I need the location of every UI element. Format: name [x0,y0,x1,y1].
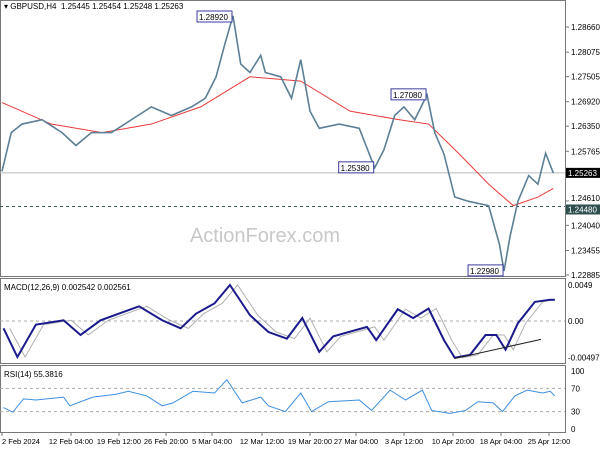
macd-signal-line [9,284,555,359]
rsi-tick-label: 70 [571,384,580,393]
symbol: GBPUSD,H4 [10,2,57,11]
y-tick-label: 1.22885 [571,271,600,280]
price-label-box [467,264,504,277]
price-label: 1.22980 [470,267,499,276]
y-tick-label: 1.23455 [571,247,600,256]
current-price-badge [566,167,600,178]
x-tick-label: 12 Mar 12:00 [240,437,284,446]
level-label: 1.24480 [568,205,597,214]
rsi-line [3,378,556,414]
x-tick-label: 25 Apr 12:00 [528,437,571,446]
rsi-tick-label: 0 [571,425,576,434]
y-tick-label: 1.28075 [571,48,600,57]
rsi-title: RSI(14) 55.3816 [4,370,63,379]
y-tick-label: 1.25765 [571,147,600,156]
x-tick-label: 5 Mar 04:00 [192,437,232,446]
y-tick-label: 1.28660 [571,23,600,32]
price-line [1,15,555,272]
x-tick-label: 26 Feb 20:00 [144,437,188,446]
x-tick-label: 12 Feb 04:00 [49,437,93,446]
chart-header: ▾ GBPUSD,H4 1.25445 1.25454 1.25248 1.25… [4,2,184,11]
low-value: 1.25248 [123,2,153,11]
y-tick-label: 1.26350 [571,122,600,131]
macd-tick-label: 0.0049 [568,281,593,290]
price-label-box [390,88,427,101]
current-price-label: 1.25263 [568,169,597,178]
x-tick-label: 3 Apr 12:00 [385,437,423,446]
rsi-tick-label: 100 [571,367,585,376]
x-tick-label: 19 Feb 12:00 [97,437,141,446]
x-tick-label: 18 Apr 04:00 [480,437,523,446]
y-tick-label: 1.26920 [571,98,600,107]
price-panel [0,0,566,277]
price-label-box [338,161,375,174]
macd-line [2,283,555,360]
open-value: 1.25445 [60,2,90,11]
macd-tick-label: 0.00 [568,317,584,326]
high-value: 1.25454 [92,2,122,11]
x-tick-label: 10 Apr 20:00 [432,437,475,446]
x-tick-label: 2 Feb 2024 [2,437,40,446]
y-tick-label: 1.27505 [571,73,600,82]
y-tick-label: 1.24610 [571,194,600,203]
moving-average-line [1,76,554,207]
rsi-tick-label: 30 [571,408,580,417]
close-value: 1.25263 [154,2,184,11]
macd-tick-label: -0.004978 [568,354,600,363]
level-badge [566,204,600,215]
price-label: 1.25380 [341,164,370,173]
macd-trendline [454,338,542,359]
price-label-box [196,10,233,23]
x-tick-label: 27 Mar 04:00 [334,437,378,446]
macd-title: MACD(12,26,9) 0.002542 0.002561 [4,283,131,292]
rsi-panel [0,365,566,433]
x-tick-label: 19 Mar 20:00 [288,437,332,446]
y-tick-label: 1.24040 [571,221,600,230]
price-label: 1.28920 [199,13,228,22]
watermark: ActionForex.com [190,225,340,247]
price-label: 1.27080 [393,91,422,100]
